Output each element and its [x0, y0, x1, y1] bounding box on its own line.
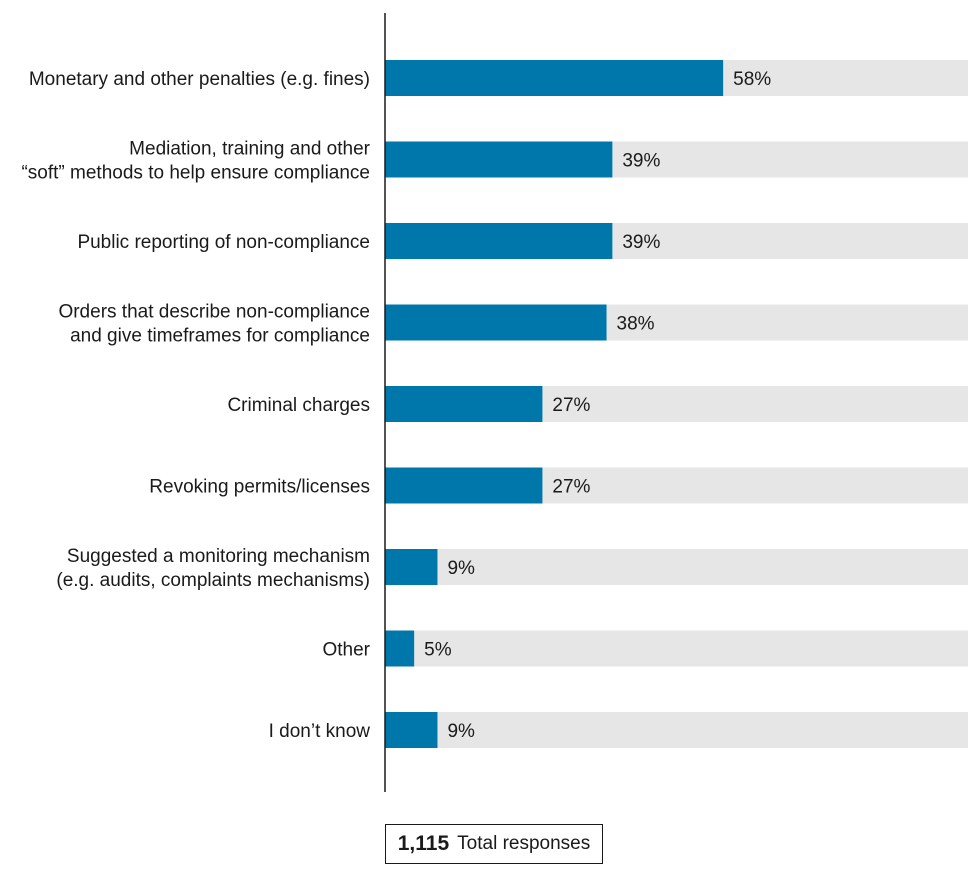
- category-label: Criminal charges: [227, 395, 370, 416]
- value-label: 27%: [552, 395, 590, 416]
- category-label: Orders that describe non-compliance: [58, 302, 370, 323]
- value-label: 5%: [424, 640, 452, 661]
- bar: [385, 712, 438, 748]
- bar-chart: 58% Monetary and other penalties (e.g. fi…: [21, 13, 968, 792]
- bar: [385, 223, 613, 259]
- value-label: 58%: [733, 69, 771, 90]
- category-label: (e.g. audits, complaints mechanisms): [56, 570, 370, 591]
- value-label: 39%: [622, 151, 660, 172]
- category-label: “soft” methods to help ensure compliance: [21, 163, 370, 184]
- bar-track: [385, 549, 968, 585]
- total-responses-label: Total responses: [457, 833, 591, 854]
- bar: [385, 549, 438, 585]
- bar: [385, 60, 724, 96]
- category-label: and give timeframes for compliance: [70, 326, 370, 347]
- bar: [385, 304, 607, 341]
- bar: [385, 141, 613, 178]
- total-responses-box: 1,115 Total responses: [385, 824, 603, 864]
- category-label: Monetary and other penalties (e.g. fines…: [29, 69, 370, 90]
- value-label: 9%: [447, 721, 475, 742]
- value-label: 38%: [617, 314, 655, 335]
- bar-track: [385, 630, 968, 667]
- bar: [385, 386, 543, 422]
- category-label: Public reporting of non-compliance: [77, 232, 370, 253]
- bar: [385, 467, 543, 504]
- value-label: 9%: [447, 558, 475, 579]
- category-label: Revoking permits/licenses: [149, 477, 370, 498]
- value-label: 39%: [622, 232, 660, 253]
- category-label: Mediation, training and other: [129, 139, 370, 160]
- bar-track: [385, 712, 968, 748]
- category-label: I don’t know: [269, 721, 371, 742]
- bar: [385, 630, 415, 667]
- value-label: 27%: [552, 477, 590, 498]
- category-label: Other: [322, 640, 370, 661]
- total-responses-number: 1,115: [397, 832, 450, 855]
- category-label: Suggested a monitoring mechanism: [67, 546, 370, 567]
